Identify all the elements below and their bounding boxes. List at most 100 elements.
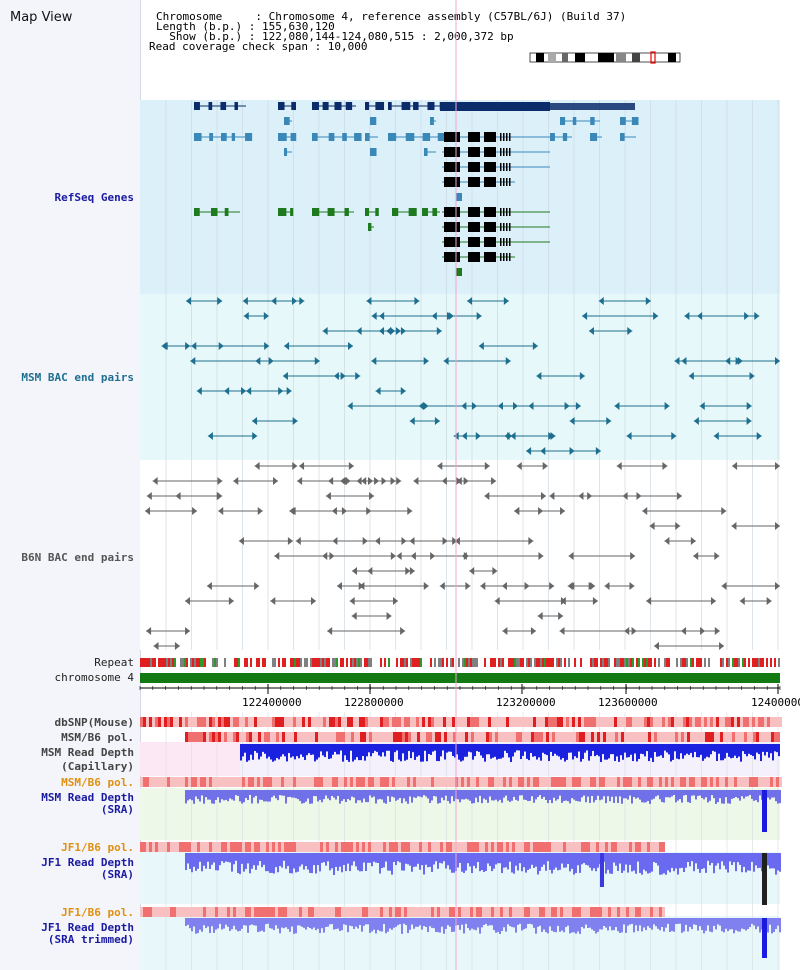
gene-exon	[312, 133, 318, 141]
msm-b6-pol-sra-label[interactable]: MSM/B6 pol.	[61, 776, 134, 789]
heat-cell	[248, 842, 251, 852]
msm-sra-depth-bar	[255, 790, 257, 796]
heat-cell	[408, 732, 411, 742]
heat-cell	[569, 717, 572, 727]
heat-cell	[564, 732, 567, 742]
msm-sra-depth-bar	[389, 790, 391, 802]
b6n-bac-track[interactable]	[145, 462, 780, 650]
b6n-bac-end	[145, 507, 151, 515]
heat-cell	[632, 777, 635, 787]
heat-cell	[206, 732, 209, 742]
repeat-element	[506, 658, 508, 667]
jf1-trim-depth-bar	[225, 918, 227, 925]
jf1-read-depth-trimmed-label[interactable]: JF1 Read Depth	[41, 921, 134, 934]
msm-b6-pol-label[interactable]: MSM/B6 pol.	[61, 731, 134, 744]
capillary-depth-bar	[336, 744, 338, 755]
heat-cell	[254, 842, 257, 852]
jf1-trim-depth-bar	[489, 918, 491, 926]
refseq-genes-track[interactable]	[194, 102, 639, 276]
heat-cell	[563, 907, 566, 917]
jf1-trim-depth-bar	[261, 918, 263, 931]
jf1-sra-depth-bar	[679, 853, 681, 869]
repeat-element	[576, 658, 578, 667]
heat-cell	[500, 907, 503, 917]
repeat-element	[410, 658, 412, 667]
heat-cell	[542, 842, 545, 852]
jf1-sra-depth-bar	[445, 853, 447, 869]
jf1-trim-depth-bar	[731, 918, 733, 930]
repeat-track[interactable]	[140, 658, 780, 667]
heat-cell	[299, 907, 302, 917]
heat-cell	[732, 732, 735, 742]
heat-cell	[659, 777, 662, 787]
jf1-trim-depth-bar	[377, 918, 379, 930]
heat-cell	[708, 732, 711, 742]
capillary-depth-bar	[534, 744, 536, 757]
jf1-sra-depth-bar	[243, 853, 245, 872]
capillary-depth-bar	[614, 744, 616, 762]
heat-cell	[629, 717, 632, 727]
jf1-sra-depth-bar	[495, 853, 497, 865]
jf1-sra-depth-bar	[419, 853, 421, 870]
heat-cell	[366, 732, 369, 742]
capillary-depth-bar	[598, 744, 600, 757]
msm-read-depth-capillary-label[interactable]: MSM Read Depth	[41, 746, 134, 759]
gene-exon	[468, 252, 480, 262]
b6n-bac-end	[375, 537, 381, 545]
refseq-genes-label[interactable]: RefSeq Genes	[54, 191, 134, 204]
chromosome-ideogram[interactable]	[529, 51, 681, 64]
heat-cell	[281, 907, 284, 917]
heat-cell	[750, 732, 753, 742]
dbsnp-label[interactable]: dbSNP(Mouse)	[54, 716, 134, 729]
heat-cell	[311, 777, 314, 787]
jf1-sra-depth-bar	[369, 853, 371, 863]
read-depth-tracks[interactable]	[185, 744, 781, 958]
repeat-element	[430, 658, 432, 667]
heat-cell	[614, 842, 617, 852]
jf1-sra-depth-bar	[221, 853, 223, 862]
jf1-trim-depth-bar	[585, 918, 587, 925]
jf1-sra-depth-bar	[345, 853, 347, 872]
msm-bac-end	[284, 342, 290, 350]
heat-cell	[461, 842, 464, 852]
jf1-trim-depth-bar	[363, 918, 365, 926]
heat-cell	[374, 717, 377, 727]
jf1-sra-depth-bar	[647, 853, 649, 874]
capillary-depth-bar	[604, 744, 606, 760]
gene-exon	[334, 102, 342, 110]
jf1-sra-depth-bar	[671, 853, 673, 868]
heat-cell	[527, 842, 530, 852]
jf1-read-depth-sra-label[interactable]: JF1 Read Depth	[41, 856, 134, 869]
heat-cell	[434, 842, 437, 852]
msm-read-depth-sra-label[interactable]: MSM Read Depth	[41, 791, 134, 804]
msm-sra-depth-bar	[677, 790, 679, 801]
heat-cell	[399, 732, 402, 742]
heat-cell	[602, 777, 605, 787]
chromosome-bar[interactable]	[140, 673, 780, 683]
jf1-sra-depth-bar	[621, 853, 623, 873]
heat-cell	[392, 842, 395, 852]
heat-cell	[258, 732, 261, 742]
heat-cell	[276, 732, 279, 742]
heat-cell	[260, 777, 263, 787]
msm-bac-track[interactable]	[161, 297, 780, 455]
b6n-bac-end	[690, 537, 696, 545]
msm-sra-depth-bar	[587, 790, 589, 797]
heat-cell	[759, 732, 762, 742]
msm-bac-end	[418, 402, 424, 410]
jf1-trim-depth-bar	[603, 918, 605, 926]
heat-cell	[356, 842, 359, 852]
gene-exon	[484, 252, 496, 262]
msm-sra-depth-bar	[597, 790, 599, 796]
b6n-bac-end-pairs-label[interactable]: B6N BAC end pairs	[21, 551, 134, 564]
capillary-depth-bar	[266, 744, 268, 759]
heat-cell	[191, 777, 194, 787]
msm-bac-end-pairs-label[interactable]: MSM BAC end pairs	[21, 371, 134, 384]
jf1-b6-pol-label[interactable]: JF1/B6 pol.	[61, 841, 134, 854]
repeat-element	[764, 658, 766, 667]
heat-cell	[440, 907, 443, 917]
jf1-b6-pol-trimmed-label[interactable]: JF1/B6 pol.	[61, 906, 134, 919]
polymorphism-heatmaps[interactable]	[140, 717, 782, 917]
repeat-element	[526, 658, 528, 667]
